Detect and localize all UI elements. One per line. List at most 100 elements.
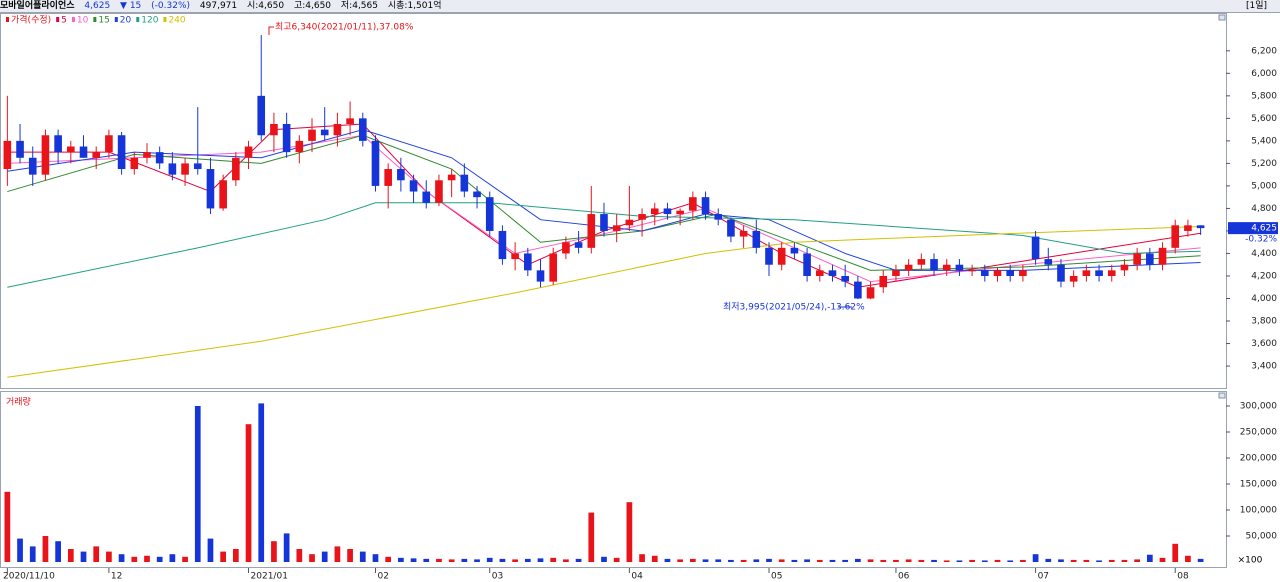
candle-body <box>727 219 735 237</box>
candle-body <box>282 123 291 153</box>
volume-bar <box>613 557 620 562</box>
y-tick-label: 5,000 <box>1251 181 1277 191</box>
volume-bar <box>537 558 544 562</box>
volume-bar <box>271 541 277 562</box>
candle-body <box>587 214 596 248</box>
ma-line <box>7 202 1201 288</box>
volume-bar <box>220 551 227 562</box>
candle-body <box>219 180 227 209</box>
candle-body <box>244 146 253 158</box>
volume-bar <box>448 559 455 562</box>
candle-body <box>1057 264 1065 282</box>
legend-entry: 10 <box>77 16 89 26</box>
candle-body <box>1133 253 1141 265</box>
y-tick-label: 4,000 <box>1251 294 1277 304</box>
volume-bar <box>689 558 696 562</box>
volume-bar <box>309 554 315 562</box>
candle-body <box>689 197 697 211</box>
volume-legend: 거래량 <box>6 396 31 408</box>
chart: 최고6,340(2021/01/11),37.08% 최저3,995(2021/… <box>0 13 1278 582</box>
volume-bar <box>563 559 569 562</box>
volume-bar <box>1134 559 1140 562</box>
volume-bar <box>207 538 214 562</box>
volume-bar <box>499 558 506 562</box>
volume-bar <box>334 546 341 562</box>
candle-body <box>930 259 938 271</box>
candle-body <box>168 163 177 175</box>
volume-bar <box>131 556 138 562</box>
volume-bar <box>588 512 595 562</box>
legend-swatch <box>114 17 118 22</box>
candle-body <box>1044 259 1053 265</box>
candle-body <box>968 270 976 272</box>
volume-bar <box>359 551 366 562</box>
volume-bar <box>42 536 49 562</box>
volume-bar <box>423 558 430 562</box>
volume-bar <box>372 554 379 562</box>
x-tick-label: 04 <box>631 572 643 582</box>
volume-bar <box>880 559 887 562</box>
candle-body <box>384 169 392 186</box>
candle-body <box>1031 236 1040 260</box>
ma-line <box>7 225 1201 378</box>
y-tick-label: 3,800 <box>1251 317 1277 327</box>
volume-bar <box>524 558 531 562</box>
open: 시:4,650 <box>247 1 285 11</box>
candle-body <box>524 253 532 271</box>
volume-bar <box>436 558 442 562</box>
candle-body <box>904 264 913 271</box>
panel-button[interactable] <box>1218 392 1226 399</box>
volume-bar <box>601 556 607 562</box>
volume-bar <box>461 558 468 562</box>
high: 고:4,650 <box>293 1 332 11</box>
legend-swatch <box>56 17 60 22</box>
y-tick-label: 5,400 <box>1251 136 1277 146</box>
y-tick-label: 4,800 <box>1251 204 1277 214</box>
volume-bar <box>740 559 747 562</box>
candle-body <box>435 180 443 203</box>
candle-body <box>752 230 761 248</box>
volume-bar <box>855 558 861 562</box>
volume-bar <box>258 403 265 562</box>
volume-bar <box>550 557 557 562</box>
candle-body <box>181 163 189 175</box>
candle-body <box>1196 225 1205 229</box>
y-tick-label: 5,200 <box>1251 159 1277 169</box>
legend-swatch <box>71 17 75 22</box>
volume-bar <box>664 558 671 562</box>
volume-bar <box>981 560 988 562</box>
annotation-low: 최저3,995(2021/05/24),-13.62% <box>723 302 865 313</box>
volume-bar <box>410 558 417 562</box>
price: 4,625 <box>84 1 111 11</box>
candle-body <box>117 135 126 170</box>
volume-bar <box>842 559 849 562</box>
y-tick-label: 4,400 <box>1251 249 1277 259</box>
volume-bar <box>791 559 798 562</box>
candle-body <box>828 270 837 276</box>
candle-body <box>790 247 799 254</box>
candle-body <box>511 253 519 260</box>
price-tag <box>1228 222 1278 235</box>
candle-body <box>206 169 215 209</box>
y-tick-label: 3,400 <box>1251 362 1277 372</box>
volume-bar <box>816 559 823 562</box>
price-tag-label: 4,625 <box>1251 224 1277 234</box>
volume-bar <box>931 559 937 562</box>
period[interactable]: [1일] <box>1245 1 1267 11</box>
candle-body <box>67 146 75 153</box>
volume-bar <box>1083 559 1090 562</box>
x-tick-label: 12 <box>111 572 122 582</box>
candle-body <box>473 191 481 198</box>
panel-button[interactable] <box>1218 14 1226 21</box>
candle-body <box>942 264 951 271</box>
y-tick-label: 150,000 <box>1240 480 1277 490</box>
y-tick-label: 100,000 <box>1240 506 1277 516</box>
candle-body <box>371 140 380 186</box>
legend-swatch <box>6 17 9 22</box>
candle-body <box>92 152 101 158</box>
volume-bar <box>1146 554 1153 562</box>
candle-body <box>498 230 507 260</box>
legend-entry: 240 <box>168 16 185 26</box>
volume-bar <box>17 538 23 562</box>
